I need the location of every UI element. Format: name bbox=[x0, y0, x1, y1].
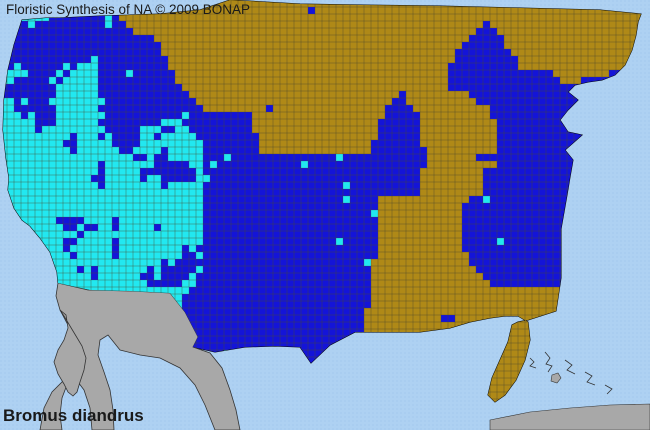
svg-text:Floristic Synthesis of NA © 20: Floristic Synthesis of NA © 2009 BONAP bbox=[6, 2, 250, 17]
svg-text:Bromus diandrus: Bromus diandrus bbox=[3, 406, 144, 425]
